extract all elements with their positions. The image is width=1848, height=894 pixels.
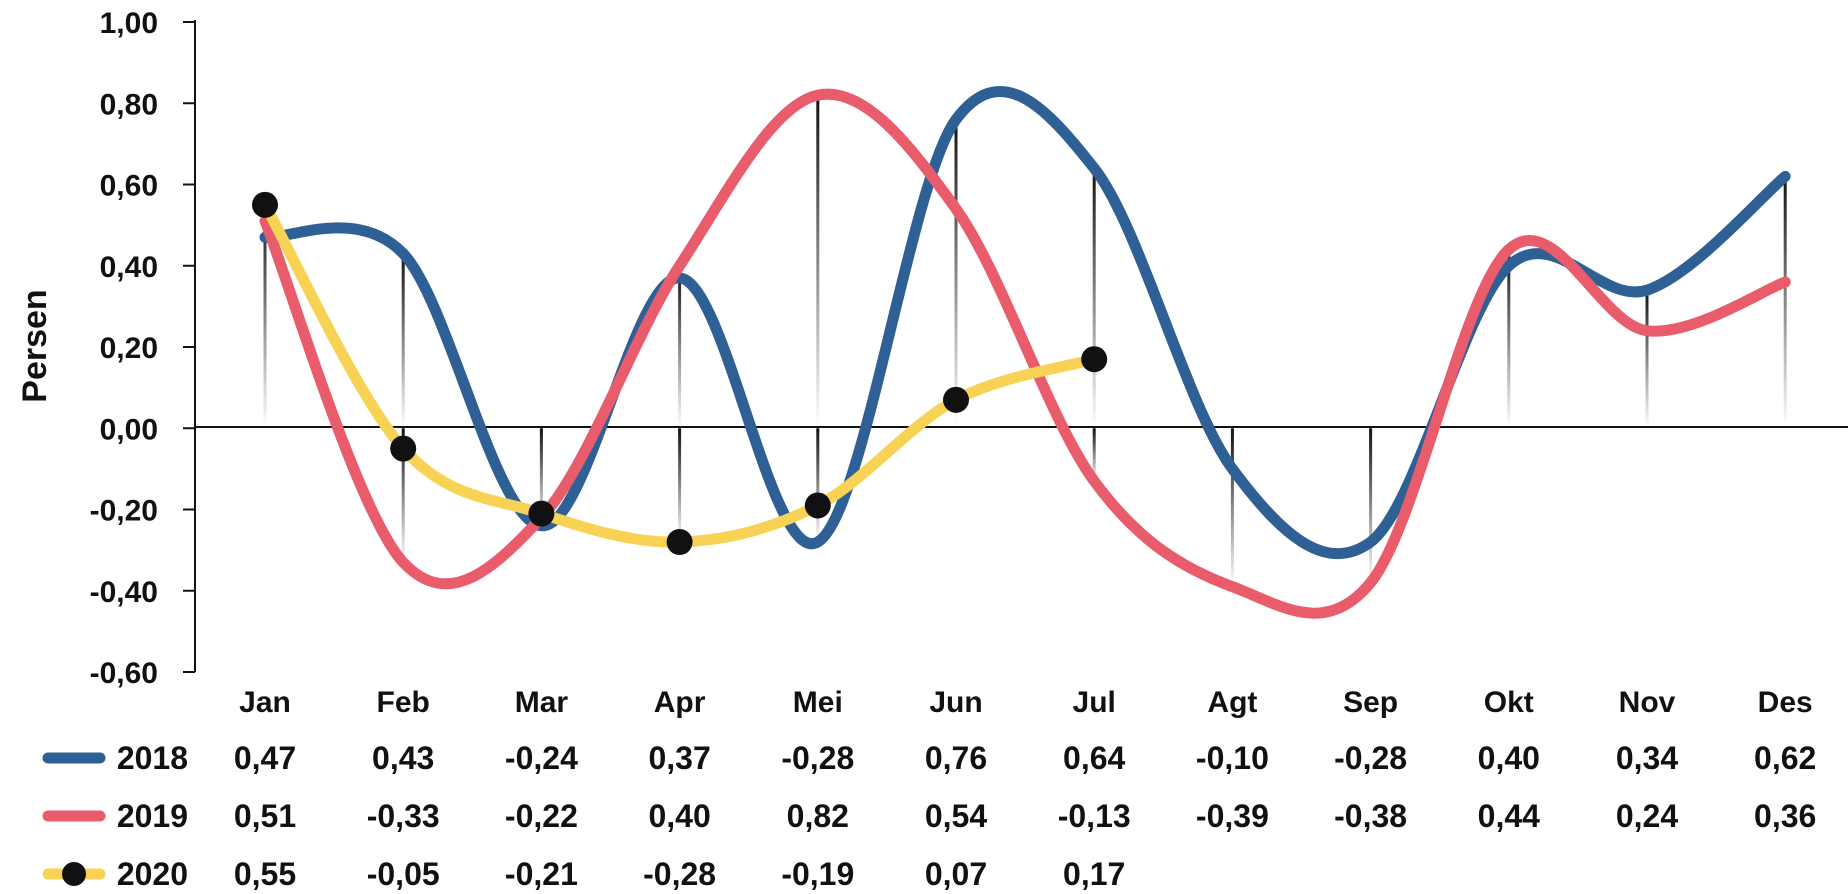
y-tick-label: 0,00 bbox=[100, 413, 158, 446]
drop-line bbox=[1645, 290, 1649, 429]
table-cell: 0,51 bbox=[234, 798, 296, 834]
drop-line bbox=[1507, 249, 1511, 429]
data-point-2020 bbox=[528, 500, 555, 527]
table-cell: -0,10 bbox=[1196, 740, 1269, 776]
drop-line bbox=[1783, 176, 1787, 429]
data-point-2020 bbox=[1081, 346, 1108, 373]
table-cell: 0,17 bbox=[1063, 856, 1125, 892]
table-cell: -0,28 bbox=[781, 740, 854, 776]
table-cell: 0,43 bbox=[372, 740, 434, 776]
table-cell: -0,24 bbox=[505, 740, 578, 776]
category-label: Jan bbox=[239, 686, 291, 719]
table-cell: 0,36 bbox=[1754, 798, 1816, 834]
category-label: Jul bbox=[1073, 686, 1116, 719]
table-cell: -0,28 bbox=[643, 856, 716, 892]
y-axis-title: Persen bbox=[16, 289, 54, 402]
table-cell: 0,24 bbox=[1616, 798, 1678, 834]
drop-line bbox=[816, 95, 820, 429]
y-tick-label: 0,80 bbox=[100, 88, 158, 121]
table-cell: 0,07 bbox=[925, 856, 987, 892]
table-cell: -0,39 bbox=[1196, 798, 1269, 834]
category-label: Des bbox=[1758, 686, 1813, 719]
category-label: Nov bbox=[1619, 686, 1676, 719]
table-cell: 0,34 bbox=[1616, 740, 1678, 776]
category-label: Mar bbox=[515, 686, 569, 719]
category-label: Agt bbox=[1207, 686, 1257, 719]
table-cell: -0,19 bbox=[781, 856, 854, 892]
table-cell: -0,21 bbox=[505, 856, 578, 892]
category-labels: Jan Feb Mar Apr Mei Jun Jul Agt Sep Okt Nov Des bbox=[239, 686, 1813, 719]
y-tick-label: 0,60 bbox=[100, 170, 158, 203]
table-cell: -0,05 bbox=[367, 856, 440, 892]
y-axis-ticks: 1,00 0,80 0,60 0,40 0,20 0,00 -0,20 -0,40 -0,60 bbox=[90, 7, 195, 690]
category-label: Sep bbox=[1343, 686, 1398, 719]
table-cell: -0,13 bbox=[1058, 798, 1131, 834]
y-tick-label: 1,00 bbox=[100, 7, 158, 40]
y-tick-label: -0,60 bbox=[90, 657, 158, 690]
y-tick-label: -0,40 bbox=[90, 576, 158, 609]
table-cell: 0,55 bbox=[234, 856, 296, 892]
drop-line bbox=[539, 428, 543, 526]
category-label: Okt bbox=[1484, 686, 1534, 719]
series-line-2019 bbox=[259, 88, 1791, 619]
drop-line bbox=[816, 428, 820, 542]
series-lines bbox=[259, 86, 1791, 619]
data-point-2020 bbox=[804, 492, 831, 519]
table-cell: 0,76 bbox=[925, 740, 987, 776]
table-cell: -0,38 bbox=[1334, 798, 1407, 834]
table-cell: 0,47 bbox=[234, 740, 296, 776]
drop-line bbox=[1369, 428, 1373, 583]
legend-label-2019: 2019 bbox=[117, 798, 188, 834]
drop-line bbox=[1230, 428, 1234, 587]
legend-label-2020: 2020 bbox=[117, 856, 188, 892]
data-point-2020 bbox=[943, 386, 969, 413]
category-label: Jun bbox=[929, 686, 982, 719]
drop-line bbox=[954, 119, 958, 429]
data-point-2020 bbox=[252, 191, 278, 218]
drop-line bbox=[1092, 168, 1096, 429]
table-cell: 0,62 bbox=[1754, 740, 1816, 776]
category-label: Apr bbox=[654, 686, 706, 719]
table-cell: 0,64 bbox=[1063, 740, 1125, 776]
series-markers bbox=[252, 191, 1108, 555]
table-cell: 0,82 bbox=[787, 798, 849, 834]
table-cell: 0,44 bbox=[1478, 798, 1540, 834]
table-cell: -0,28 bbox=[1334, 740, 1407, 776]
series-line-2018 bbox=[259, 86, 1791, 559]
y-tick-label: 0,40 bbox=[100, 251, 158, 284]
drop-line bbox=[678, 428, 682, 542]
table-cell: 0,40 bbox=[1478, 740, 1540, 776]
table-cell: 0,54 bbox=[925, 798, 987, 834]
drop-lines bbox=[263, 95, 1787, 587]
table-cell: -0,22 bbox=[505, 798, 578, 834]
data-point-2020 bbox=[390, 435, 417, 462]
table-cell: 0,37 bbox=[648, 740, 710, 776]
y-tick-label: 0,20 bbox=[100, 332, 158, 365]
data-table: 2018 0,47 0,43 -0,24 0,37 -0,28 0,76 0,64 -0,10 -… bbox=[42, 740, 1816, 892]
legend-label-2018: 2018 bbox=[117, 740, 188, 776]
y-tick-label: -0,20 bbox=[90, 495, 158, 528]
category-label: Feb bbox=[377, 686, 430, 719]
drop-line bbox=[263, 204, 267, 429]
drop-line bbox=[401, 428, 405, 563]
drop-line bbox=[401, 253, 405, 429]
table-cell: 0,40 bbox=[648, 798, 710, 834]
drop-line bbox=[678, 265, 682, 429]
drop-line bbox=[1092, 428, 1096, 482]
legend-marker-2020 bbox=[62, 862, 86, 886]
data-point-2020 bbox=[666, 529, 693, 555]
category-label: Mei bbox=[793, 686, 843, 719]
table-cell: -0,33 bbox=[367, 798, 440, 834]
